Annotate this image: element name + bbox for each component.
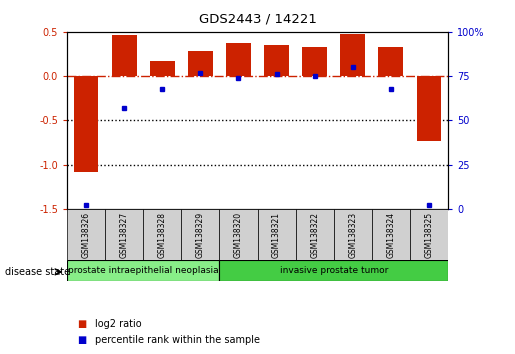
Bar — [296, 209, 334, 260]
Bar — [334, 209, 372, 260]
Bar — [410, 209, 448, 260]
Bar — [372, 209, 410, 260]
Bar — [340, 34, 365, 76]
Text: GSM138320: GSM138320 — [234, 211, 243, 258]
Text: GSM138328: GSM138328 — [158, 212, 167, 257]
Text: GSM138323: GSM138323 — [348, 211, 357, 258]
Text: ■: ■ — [77, 335, 87, 345]
Text: disease state: disease state — [5, 267, 70, 277]
Bar — [74, 76, 98, 172]
Bar — [379, 47, 403, 76]
Bar — [181, 209, 219, 260]
Bar — [219, 209, 258, 260]
Bar — [67, 260, 219, 281]
Text: percentile rank within the sample: percentile rank within the sample — [95, 335, 260, 345]
Bar — [302, 47, 327, 76]
Text: GSM138322: GSM138322 — [310, 212, 319, 257]
Bar — [188, 51, 213, 76]
Bar — [112, 34, 136, 76]
Bar — [417, 76, 441, 141]
Bar — [105, 209, 143, 260]
Text: invasive prostate tumor: invasive prostate tumor — [280, 266, 388, 275]
Text: prostate intraepithelial neoplasia: prostate intraepithelial neoplasia — [68, 266, 218, 275]
Text: ■: ■ — [77, 319, 87, 329]
Text: log2 ratio: log2 ratio — [95, 319, 142, 329]
Bar — [143, 209, 181, 260]
Text: GSM138321: GSM138321 — [272, 212, 281, 257]
Bar — [264, 45, 289, 76]
Text: GSM138329: GSM138329 — [196, 211, 205, 258]
Bar — [226, 44, 251, 76]
Bar — [258, 209, 296, 260]
Bar — [150, 61, 175, 76]
Text: GSM138324: GSM138324 — [386, 211, 396, 258]
Text: GDS2443 / 14221: GDS2443 / 14221 — [199, 12, 316, 25]
Text: GSM138325: GSM138325 — [424, 211, 434, 258]
Bar — [219, 260, 448, 281]
Bar — [67, 209, 105, 260]
Text: GSM138326: GSM138326 — [81, 211, 91, 258]
Text: GSM138327: GSM138327 — [119, 211, 129, 258]
